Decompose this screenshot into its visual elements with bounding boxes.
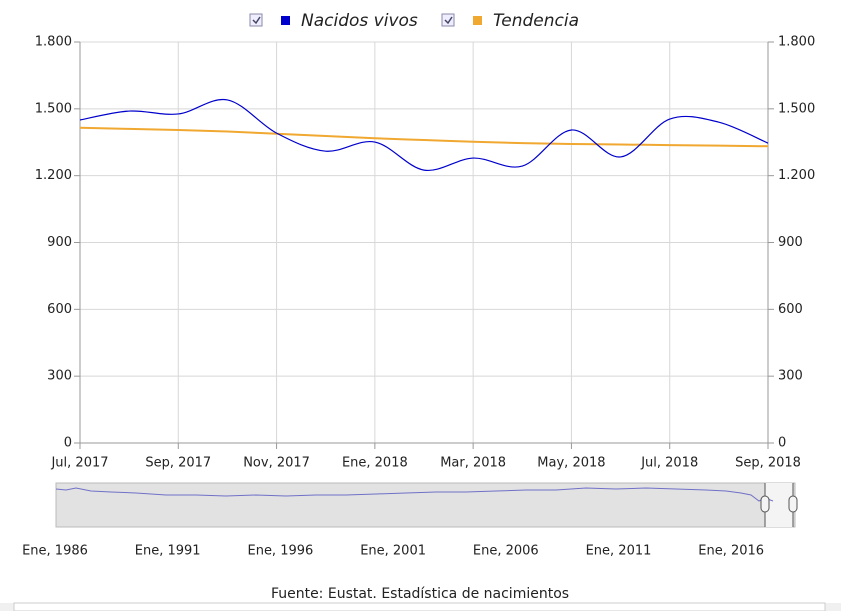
x-tick-label: Sep, 2018 bbox=[735, 456, 801, 471]
y-tick-label: 1.800 bbox=[35, 35, 72, 50]
y-tick-label: 1.500 bbox=[35, 101, 72, 116]
source: Fuente: Eustat. Estadística de nacimient… bbox=[271, 586, 569, 602]
navigator-label: Ene, 2006 bbox=[473, 544, 539, 559]
navigator-label: Ene, 2011 bbox=[586, 544, 652, 559]
legend-checkbox[interactable] bbox=[441, 13, 455, 27]
navigator-handle[interactable] bbox=[788, 483, 798, 527]
legend-swatch bbox=[473, 16, 482, 25]
navigator-handle[interactable] bbox=[760, 483, 770, 527]
x-tick-label: May, 2018 bbox=[537, 456, 605, 471]
series-line bbox=[79, 98, 769, 171]
navigator-selection[interactable] bbox=[765, 483, 793, 527]
legend-label[interactable]: Nacidos vivos bbox=[301, 11, 418, 31]
x-tick-label: Sep, 2017 bbox=[145, 456, 211, 471]
series-line bbox=[79, 126, 769, 148]
x-tick-label: Ene, 2018 bbox=[342, 456, 408, 471]
legend-label[interactable]: Tendencia bbox=[493, 11, 579, 31]
navigator bbox=[55, 482, 796, 528]
y-tick-label: 1.200 bbox=[35, 168, 72, 183]
legend-check[interactable] bbox=[252, 16, 261, 25]
navigator-label: Ene, 2016 bbox=[698, 544, 764, 559]
y2-tick-label: 300 bbox=[778, 369, 803, 384]
y2-tick-label: 1.800 bbox=[778, 35, 815, 50]
navigator-label: Ene, 1996 bbox=[247, 544, 313, 559]
y2-tick-label: 1.500 bbox=[778, 101, 815, 116]
x-tick-label: Nov, 2017 bbox=[243, 456, 310, 471]
legend-checkbox[interactable] bbox=[249, 13, 263, 27]
navigator-label: Ene, 1991 bbox=[135, 544, 201, 559]
navigator-label: Ene, 1986 bbox=[22, 544, 88, 559]
x-tick-label: Mar, 2018 bbox=[440, 456, 506, 471]
x-tick-label: Jul, 2017 bbox=[50, 456, 108, 471]
y-tick-label: 0 bbox=[64, 436, 72, 451]
y-tick-label: 900 bbox=[47, 235, 72, 250]
y-tick-label: 300 bbox=[47, 369, 72, 384]
y2-tick-label: 900 bbox=[778, 235, 803, 250]
y2-tick-label: 1.200 bbox=[778, 168, 815, 183]
navigator-line bbox=[55, 487, 774, 502]
y2-tick-label: 600 bbox=[778, 302, 803, 317]
y-tick-label: 600 bbox=[47, 302, 72, 317]
scrollbar-thumb[interactable] bbox=[13, 602, 826, 611]
legend-swatch bbox=[281, 16, 290, 25]
x-tick-label: Jul, 2018 bbox=[640, 456, 698, 471]
y2-tick-label: 0 bbox=[778, 436, 786, 451]
navigator-label: Ene, 2001 bbox=[360, 544, 426, 559]
legend-check[interactable] bbox=[444, 16, 453, 25]
